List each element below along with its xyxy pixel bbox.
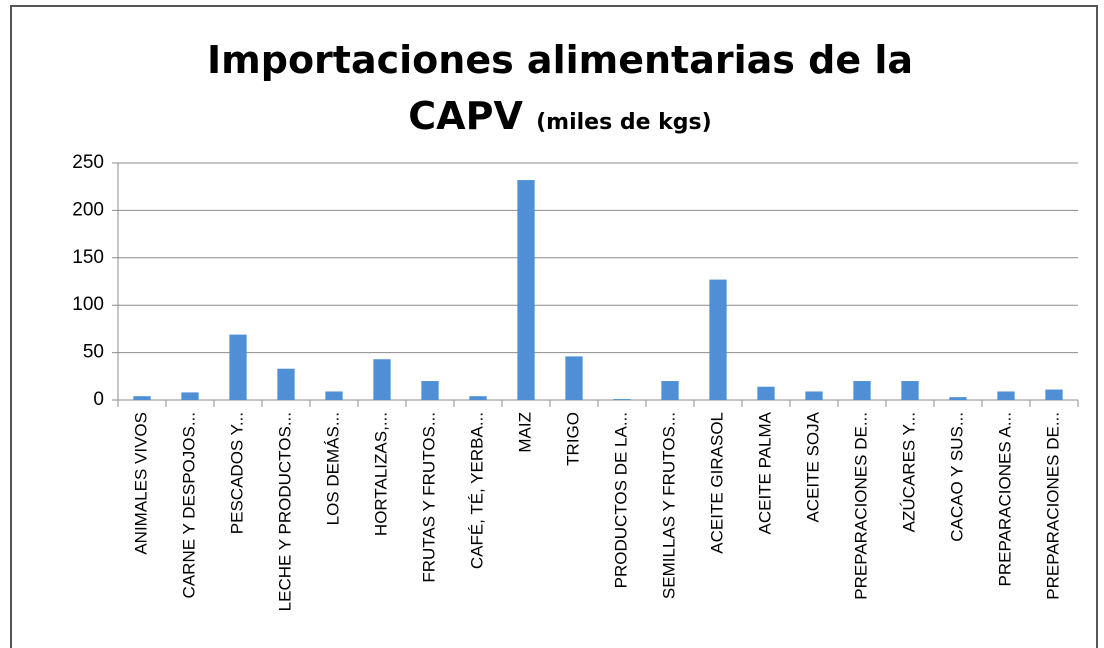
x-tick-label: ANIMALES VIVOS xyxy=(131,412,150,555)
x-tick-label: PREPARACIONES A... xyxy=(995,412,1014,586)
x-tick-label: ACEITE SOJA xyxy=(803,411,822,522)
bar xyxy=(565,356,583,400)
chart-frame xyxy=(10,5,1098,648)
bar xyxy=(181,392,199,400)
bar xyxy=(757,386,775,400)
x-tick-label: CAFÉ, TÉ, YERBA... xyxy=(467,412,486,569)
bar xyxy=(517,180,535,400)
x-tick-label: PREPARACIONES DE... xyxy=(851,412,870,600)
bar xyxy=(997,391,1015,400)
x-tick-label: SEMILLAS Y FRUTOS... xyxy=(659,412,678,599)
bar xyxy=(421,381,439,400)
bar xyxy=(853,381,871,400)
bar xyxy=(661,381,679,400)
bar xyxy=(133,396,151,400)
bar xyxy=(325,391,343,400)
y-tick-label: 100 xyxy=(72,294,104,315)
bar xyxy=(901,381,919,400)
bar xyxy=(709,279,727,400)
y-tick-label: 0 xyxy=(93,389,104,410)
y-tick-label: 150 xyxy=(72,247,104,268)
bar xyxy=(229,334,247,400)
y-tick-label: 200 xyxy=(72,199,104,220)
x-tick-label: PRODUCTOS DE LA... xyxy=(611,412,630,588)
x-tick-label: TRIGO xyxy=(563,412,582,466)
x-tick-label: MAIZ xyxy=(515,412,534,453)
bar xyxy=(277,368,295,400)
x-tick-label: CARNE Y DESPOJOS... xyxy=(179,412,198,598)
x-tick-label: FRUTAS Y FRUTOS... xyxy=(419,412,438,583)
x-tick-label: CACAO Y SUS... xyxy=(947,412,966,542)
y-tick-label: 50 xyxy=(83,342,104,363)
x-tick-label: HORTALIZAS,... xyxy=(371,412,390,536)
x-tick-label: AZÚCARES Y... xyxy=(899,412,918,532)
x-tick-label: PESCADOS Y... xyxy=(227,412,246,534)
x-tick-label: ACEITE GIRASOL xyxy=(707,412,726,554)
bar xyxy=(613,399,631,400)
chart-title: Importaciones alimentarias de la CAPV xyxy=(207,38,913,138)
x-tick-label: LECHE Y PRODUCTOS... xyxy=(275,412,294,611)
bar xyxy=(373,359,391,400)
chart-subtitle: (miles de kgs) xyxy=(536,110,712,135)
chart-title-block: Importaciones alimentarias de la CAPV (m… xyxy=(160,32,960,151)
bar xyxy=(1045,389,1063,400)
y-tick-label: 250 xyxy=(72,152,104,173)
bar xyxy=(949,397,967,400)
x-tick-label: ACEITE PALMA xyxy=(755,411,774,534)
x-tick-label: LOS DEMÁS... xyxy=(323,412,342,525)
bar xyxy=(805,391,823,400)
bar xyxy=(469,396,487,400)
x-tick-label: PREPARACIONES DE... xyxy=(1043,412,1062,600)
